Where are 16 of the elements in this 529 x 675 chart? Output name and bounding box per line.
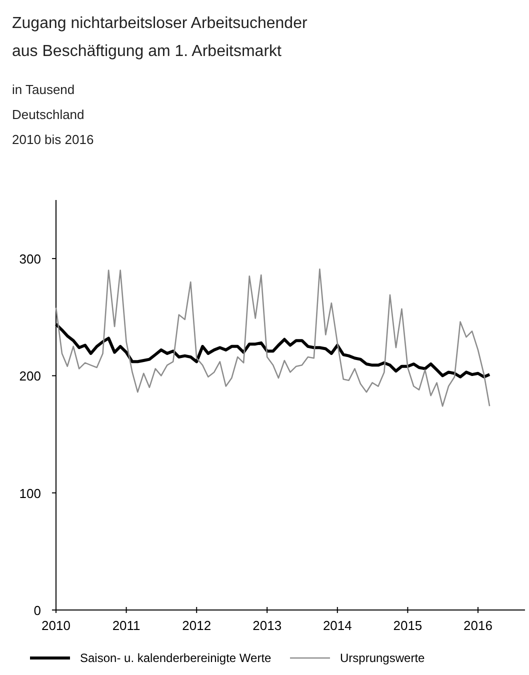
- y-tick-label: 300: [19, 252, 41, 267]
- y-tick-label: 0: [34, 603, 41, 618]
- x-tick-label: 2016: [464, 618, 492, 633]
- x-tick-label: 2013: [252, 618, 282, 633]
- x-tick-label: 2015: [393, 618, 422, 633]
- x-tick-label: 2012: [182, 618, 212, 633]
- x-tick-label: 2010: [42, 618, 70, 633]
- x-tick-label: 2011: [112, 618, 140, 633]
- chart-title: Zugang nichtarbeitsloser Arbeitsuchender aus Beschäftigung am 1. Arbeitsmarkt: [12, 15, 308, 60]
- x-tick-label: 2014: [322, 618, 352, 633]
- y-tick-label: 200: [19, 368, 41, 384]
- line-series: [55, 268, 490, 407]
- chart-subtitle: in Tausend Deutschland 2010 bis 2016: [12, 82, 94, 147]
- y-tick-label: 100: [19, 486, 41, 501]
- legend-label: Saison- u. kalenderbereinigte Werte: [80, 651, 272, 665]
- legend-label: Ursprungswerte: [340, 651, 426, 665]
